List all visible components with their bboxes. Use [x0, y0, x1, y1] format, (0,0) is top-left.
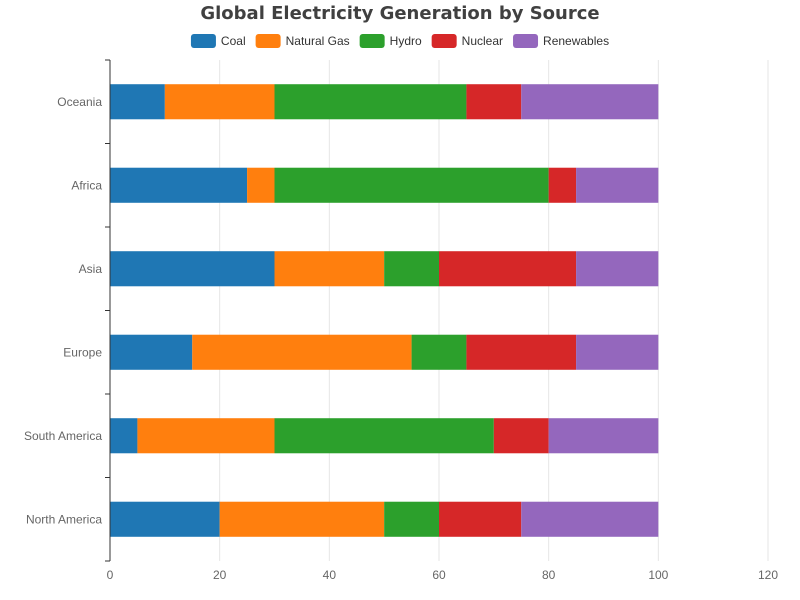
bar-oceania-natural-gas[interactable] — [164, 84, 275, 120]
y-axis-labels: North America South America Europe Asia Afri… — [24, 95, 102, 527]
legend-swatch — [431, 34, 457, 48]
x-axis-tick-label: 100 — [648, 568, 668, 582]
y-axis-label: Europe — [63, 345, 102, 359]
legend-item-natural-gas[interactable]: Natural Gas — [255, 34, 350, 48]
bar-asia-nuclear[interactable] — [439, 251, 577, 287]
bar-oceania-renewables[interactable] — [521, 84, 659, 120]
bar-south-america-natural-gas[interactable] — [137, 418, 275, 454]
y-axis-label: Asia — [79, 262, 103, 276]
legend-swatch — [359, 34, 385, 48]
bar-asia-coal[interactable] — [110, 251, 275, 287]
legend-item-coal[interactable]: Coal — [190, 34, 246, 48]
legend: Coal Natural Gas Hydro Nuclear Renewables — [190, 34, 609, 48]
chart-title: Global Electricity Generation by Source — [200, 3, 599, 24]
legend-item-hydro[interactable]: Hydro — [359, 34, 422, 48]
bar-oceania-nuclear[interactable] — [466, 84, 522, 120]
bar-north-america-nuclear[interactable] — [439, 501, 522, 537]
bars — [110, 84, 659, 537]
x-axis-tick-label: 0 — [107, 568, 114, 582]
bar-europe-hydro[interactable] — [411, 334, 467, 370]
bar-asia-hydro[interactable] — [384, 251, 439, 287]
y-axis-label: North America — [26, 512, 102, 526]
x-axis-tick-label: 20 — [213, 568, 227, 582]
bar-north-america-natural-gas[interactable] — [219, 501, 385, 537]
legend-label: Renewables — [543, 34, 609, 48]
bar-europe-natural-gas[interactable] — [192, 334, 412, 370]
bar-africa-hydro[interactable] — [274, 167, 549, 203]
legend-label: Natural Gas — [286, 34, 350, 48]
legend-swatch — [255, 34, 281, 48]
legend-label: Hydro — [390, 34, 422, 48]
y-axis-label: South America — [24, 429, 102, 443]
bar-asia-natural-gas[interactable] — [274, 251, 385, 287]
legend-label: Nuclear — [462, 34, 503, 48]
y-axis-label: Africa — [71, 178, 102, 192]
bar-africa-coal[interactable] — [110, 167, 248, 203]
x-axis-tick-label: 40 — [323, 568, 337, 582]
bar-africa-renewables[interactable] — [576, 167, 659, 203]
x-axis-tick-label: 80 — [542, 568, 556, 582]
bar-north-america-coal[interactable] — [110, 501, 220, 537]
bar-south-america-nuclear[interactable] — [493, 418, 549, 454]
bar-asia-renewables[interactable] — [576, 251, 659, 287]
legend-swatch — [190, 34, 216, 48]
legend-label: Coal — [221, 34, 246, 48]
bar-africa-natural-gas[interactable] — [247, 167, 275, 203]
legend-swatch — [513, 34, 539, 48]
bar-oceania-hydro[interactable] — [274, 84, 467, 120]
legend-item-renewables[interactable]: Renewables — [513, 34, 609, 48]
bar-south-america-hydro[interactable] — [274, 418, 494, 454]
bar-europe-coal[interactable] — [110, 334, 193, 370]
y-axis-label: Oceania — [57, 95, 102, 109]
x-axis-labels: 0 20 40 60 80 100 120 — [107, 568, 779, 582]
x-axis-tick-label: 60 — [432, 568, 446, 582]
bar-europe-nuclear[interactable] — [466, 334, 577, 370]
bar-south-america-coal[interactable] — [110, 418, 138, 454]
bar-south-america-renewables[interactable] — [548, 418, 659, 454]
bar-europe-renewables[interactable] — [576, 334, 659, 370]
bar-north-america-renewables[interactable] — [521, 501, 659, 537]
bar-oceania-coal[interactable] — [110, 84, 165, 120]
legend-item-nuclear[interactable]: Nuclear — [431, 34, 503, 48]
x-axis-tick-label: 120 — [758, 568, 778, 582]
grid-lines — [219, 60, 769, 561]
bar-north-america-hydro[interactable] — [384, 501, 439, 537]
bar-africa-nuclear[interactable] — [548, 167, 577, 203]
axes — [105, 59, 111, 562]
